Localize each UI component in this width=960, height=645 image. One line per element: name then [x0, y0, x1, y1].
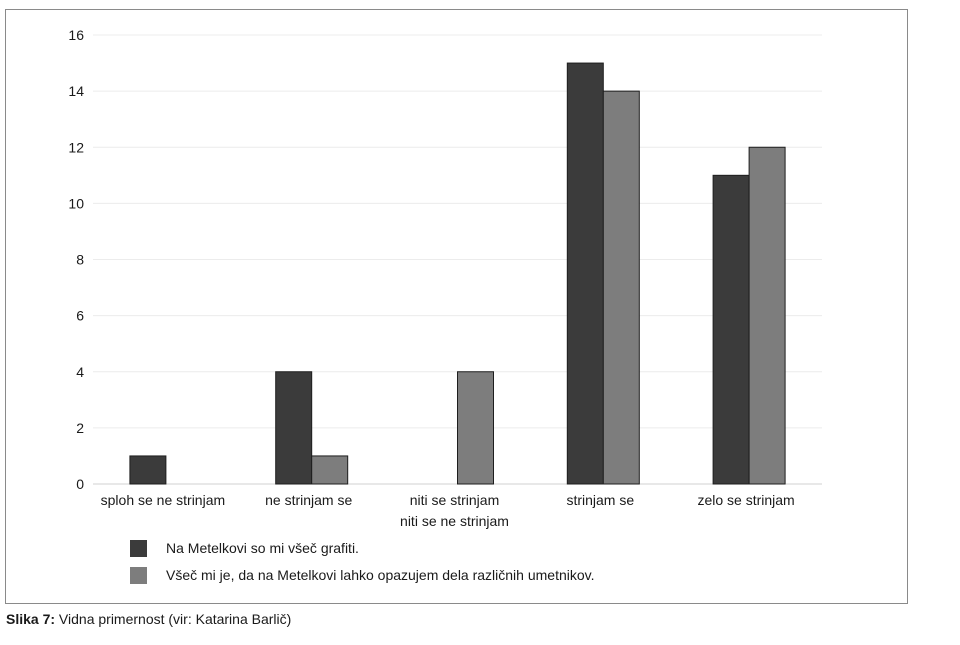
legend-label-series-2: Všeč mi je, da na Metelkovi lahko opazuj…	[166, 567, 595, 583]
legend-swatch-series-1	[130, 539, 147, 557]
x-category-label: zelo se strinjam	[697, 492, 794, 508]
y-tick-label: 4	[76, 364, 84, 380]
bar-2	[748, 146, 786, 485]
caption-label: Slika 7:	[6, 611, 56, 627]
y-tick-label: 10	[68, 195, 84, 211]
y-tick-label: 8	[76, 252, 84, 268]
y-tick-label: 0	[76, 476, 84, 492]
y-tick-label: 6	[76, 308, 84, 324]
bar-1	[275, 371, 313, 485]
legend-item-series-2: Všeč mi je, da na Metelkovi lahko opazuj…	[130, 566, 595, 584]
bar-1	[712, 174, 750, 485]
bar-1	[566, 62, 604, 485]
figure-caption: Slika 7: Vidna primernost (vir: Katarina…	[6, 611, 291, 627]
legend-swatch-series-2	[130, 566, 147, 584]
legend-label-series-1: Na Metelkovi so mi všeč grafiti.	[166, 540, 359, 556]
y-tick-label: 2	[76, 420, 84, 436]
x-category-label: niti se ne strinjam	[400, 513, 509, 529]
x-category-label: strinjam se	[566, 492, 634, 508]
x-category-label: niti se strinjam	[410, 492, 499, 508]
legend-item-series-1: Na Metelkovi so mi všeč grafiti.	[130, 539, 359, 557]
x-category-label: ne strinjam se	[265, 492, 352, 508]
y-tick-label: 12	[68, 139, 84, 155]
bar-2	[602, 90, 640, 485]
bar-2	[457, 371, 494, 485]
bar-2	[311, 455, 349, 485]
caption-text: Vidna primernost (vir: Katarina Barlič)	[58, 611, 292, 627]
bar-1	[129, 455, 167, 485]
y-tick-label: 14	[68, 83, 84, 99]
y-tick-label: 16	[68, 27, 84, 43]
x-category-label: sploh se ne strinjam	[101, 492, 226, 508]
